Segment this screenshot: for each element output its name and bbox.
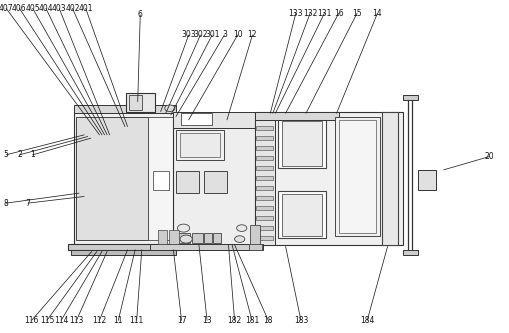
- Text: 18: 18: [263, 316, 272, 325]
- Text: 132: 132: [302, 9, 317, 18]
- Bar: [281, 121, 322, 166]
- Bar: [128, 95, 142, 110]
- Bar: [153, 171, 169, 190]
- Bar: [181, 113, 211, 125]
- Text: 182: 182: [227, 316, 241, 325]
- Bar: [71, 250, 176, 255]
- Text: 7: 7: [25, 198, 31, 208]
- Text: 184: 184: [359, 316, 374, 325]
- Text: 303: 303: [181, 30, 195, 40]
- Bar: [256, 206, 273, 210]
- Bar: [148, 117, 176, 240]
- Text: 8: 8: [4, 198, 9, 208]
- Text: 407: 407: [0, 4, 13, 13]
- Text: 111: 111: [129, 316, 144, 325]
- Bar: [254, 112, 338, 120]
- Text: 301: 301: [205, 30, 219, 40]
- Bar: [281, 194, 322, 236]
- Text: 14: 14: [372, 9, 381, 18]
- Bar: [74, 105, 176, 113]
- Text: 3: 3: [221, 30, 227, 40]
- Bar: [249, 225, 260, 245]
- Text: 1: 1: [30, 150, 35, 160]
- Text: 131: 131: [317, 9, 331, 18]
- Text: 10: 10: [233, 30, 242, 40]
- Bar: [173, 113, 257, 245]
- Bar: [176, 171, 199, 193]
- Bar: [256, 166, 273, 170]
- Bar: [169, 230, 178, 244]
- Bar: [256, 116, 273, 120]
- Bar: [256, 126, 273, 130]
- Circle shape: [234, 236, 244, 242]
- Text: 406: 406: [12, 4, 26, 13]
- Bar: [158, 230, 167, 244]
- Bar: [256, 136, 273, 140]
- Bar: [204, 171, 227, 193]
- Text: 115: 115: [40, 316, 54, 325]
- Circle shape: [177, 224, 189, 232]
- Text: 116: 116: [24, 316, 39, 325]
- Bar: [256, 226, 273, 230]
- Text: 133: 133: [288, 9, 302, 18]
- Text: 15: 15: [352, 9, 361, 18]
- Text: 401: 401: [78, 4, 93, 13]
- Text: 404: 404: [39, 4, 53, 13]
- Bar: [256, 156, 273, 160]
- Bar: [76, 117, 148, 240]
- Bar: [382, 112, 397, 245]
- Bar: [179, 133, 220, 157]
- Bar: [126, 93, 154, 112]
- Bar: [254, 112, 275, 245]
- Bar: [204, 233, 212, 243]
- Circle shape: [164, 105, 175, 112]
- Bar: [256, 146, 273, 150]
- Text: 17: 17: [177, 316, 186, 325]
- Bar: [402, 95, 417, 100]
- Text: 2: 2: [17, 150, 22, 160]
- Circle shape: [180, 235, 192, 243]
- Bar: [402, 250, 417, 255]
- Bar: [248, 244, 261, 250]
- Text: 403: 403: [52, 4, 66, 13]
- Bar: [256, 186, 273, 190]
- Text: 112: 112: [92, 316, 106, 325]
- Text: 402: 402: [65, 4, 79, 13]
- Circle shape: [236, 225, 246, 231]
- Text: 302: 302: [193, 30, 207, 40]
- Bar: [191, 233, 203, 243]
- Text: 181: 181: [244, 316, 259, 325]
- Bar: [417, 170, 435, 190]
- Bar: [74, 112, 176, 245]
- Bar: [256, 216, 273, 220]
- Bar: [256, 236, 273, 240]
- Text: 6: 6: [137, 10, 143, 20]
- Text: 5: 5: [4, 150, 9, 160]
- Bar: [334, 117, 380, 236]
- Bar: [338, 120, 375, 233]
- Bar: [150, 244, 262, 250]
- Bar: [68, 244, 180, 250]
- Text: 405: 405: [25, 4, 40, 13]
- Text: 12: 12: [247, 30, 257, 40]
- Bar: [256, 176, 273, 180]
- Text: 20: 20: [484, 152, 493, 161]
- Text: 113: 113: [69, 316, 83, 325]
- Bar: [176, 130, 224, 160]
- Text: 13: 13: [202, 316, 211, 325]
- Bar: [213, 233, 221, 243]
- Bar: [254, 112, 402, 245]
- Text: 183: 183: [293, 316, 307, 325]
- Text: 114: 114: [54, 316, 68, 325]
- Text: 11: 11: [114, 316, 123, 325]
- Bar: [178, 233, 189, 243]
- Bar: [173, 112, 257, 128]
- Bar: [256, 196, 273, 200]
- Bar: [277, 118, 326, 168]
- Bar: [277, 191, 326, 238]
- Text: 16: 16: [333, 9, 343, 18]
